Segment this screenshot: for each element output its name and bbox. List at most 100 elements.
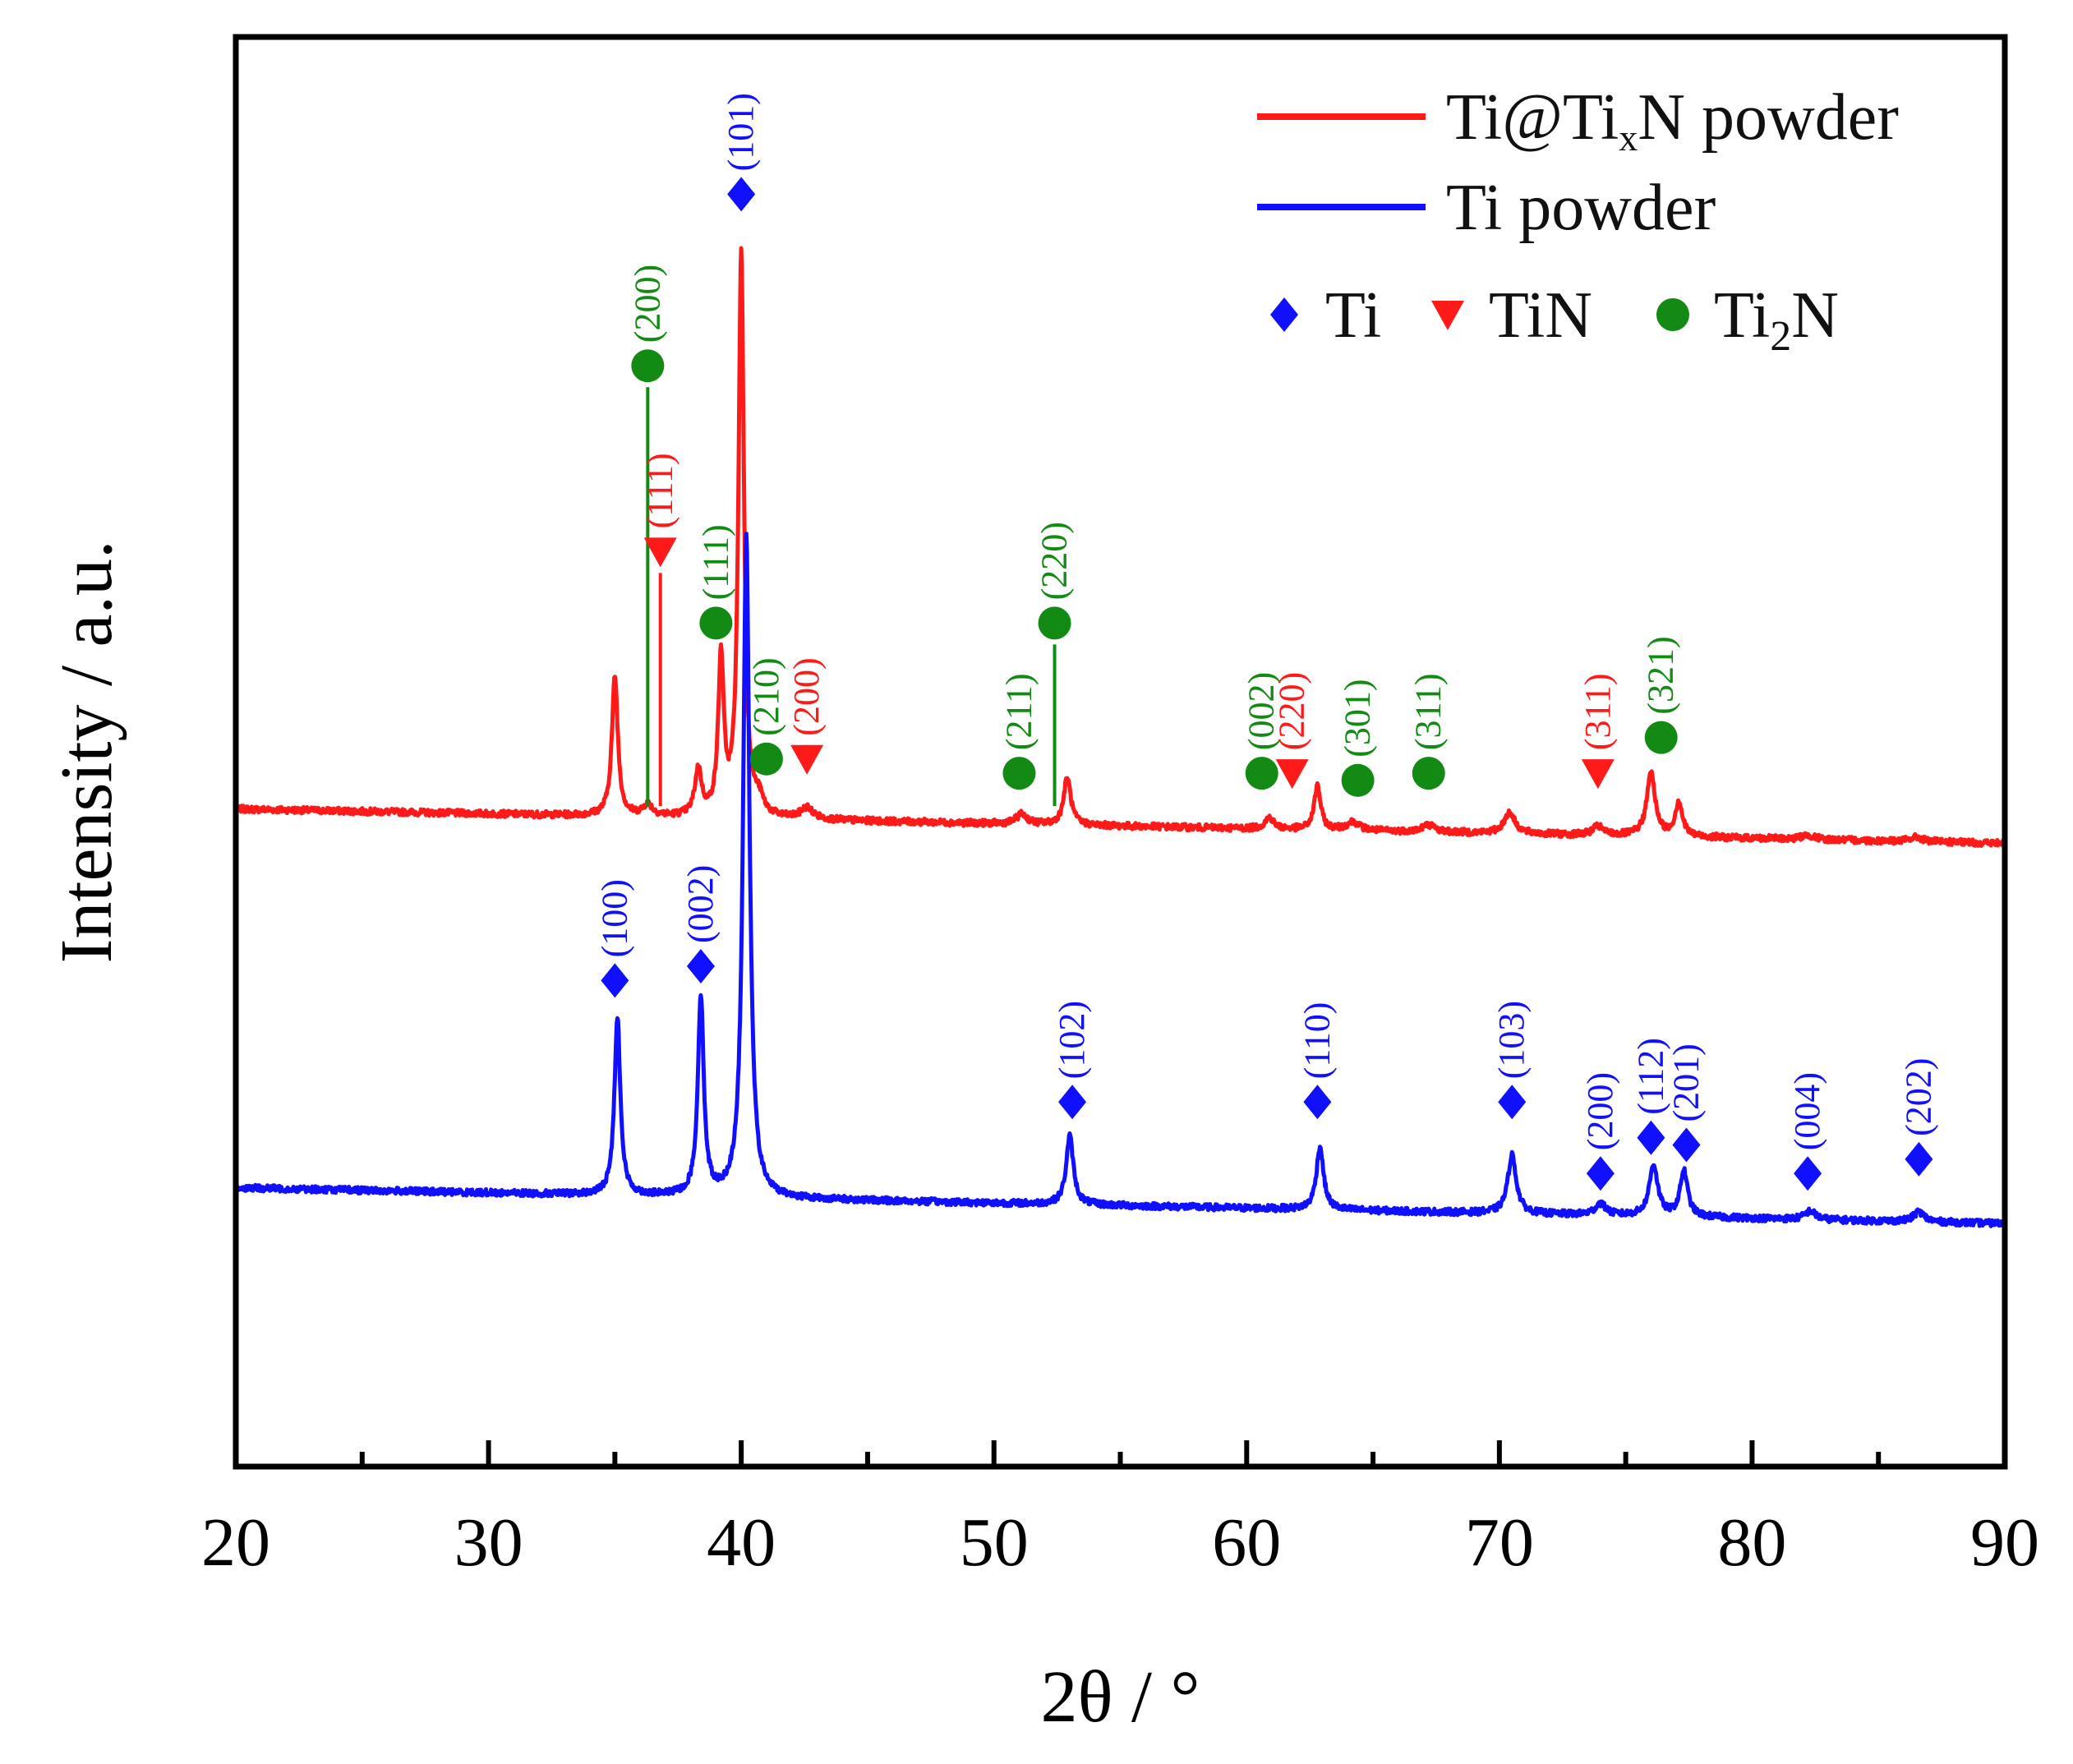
tin-triangle-icon	[643, 537, 677, 568]
ti-diamond-icon	[1498, 1085, 1527, 1120]
peak-annotation-ti2n-002: (002)	[1241, 672, 1282, 790]
peak-annotation-ti2n-311: (311)	[1408, 673, 1449, 790]
peak-annotation-ti2n-200: (200)	[627, 265, 667, 807]
tin-triangle-icon	[1581, 759, 1615, 790]
x-axis-title: 2θ / °	[1040, 1656, 1200, 1738]
ti2n-circle-icon	[1002, 757, 1036, 790]
legend-phase-label-tin: TiN	[1489, 279, 1592, 352]
peak-hkl-label: (311)	[1578, 673, 1618, 750]
x-tick-label: 70	[1465, 1504, 1534, 1581]
peak-hkl-label: (200)	[1580, 1072, 1620, 1150]
series-line-ti-powder	[233, 532, 2007, 1228]
ti-diamond-icon	[686, 949, 715, 983]
peak-hkl-label: (201)	[1665, 1043, 1706, 1121]
legend-tin-triangle-icon	[1431, 301, 1464, 330]
peak-hkl-label: (002)	[680, 865, 721, 943]
legend-ti-diamond-icon	[1270, 297, 1298, 332]
peak-annotation-ti-004: (004)	[1787, 1072, 1827, 1191]
x-tick-label: 80	[1717, 1504, 1786, 1581]
peak-hkl-label: (321)	[1641, 636, 1681, 714]
peak-hkl-label: (210)	[746, 657, 786, 735]
ti2n-circle-icon	[1245, 757, 1278, 790]
legend-label-end: N powder	[1638, 81, 1899, 154]
peak-annotation-ti-201: (201)	[1665, 1043, 1706, 1163]
x-tick-label: 20	[201, 1504, 270, 1581]
legend-label-ti-powder: Ti powder	[1446, 172, 1716, 244]
plot-frame	[233, 34, 2008, 1470]
ti-diamond-icon	[1303, 1085, 1332, 1120]
peak-annotation-tin-220: (220)	[1272, 672, 1312, 790]
legend-phase-label-ti: Ti	[1325, 279, 1381, 352]
ti-diamond-icon	[1637, 1120, 1665, 1155]
ti-diamond-icon	[727, 177, 756, 212]
ti2n-circle-icon	[1412, 757, 1445, 790]
ti2n-circle-icon	[1341, 763, 1375, 797]
legend-phase-subscript: 2	[1770, 313, 1791, 360]
peak-annotation-ti2n-220: (220)	[1034, 522, 1075, 807]
peak-annotation-ti-200: (200)	[1580, 1072, 1620, 1191]
x-tick-label: 30	[454, 1504, 523, 1581]
legend-ti2n-circle-icon	[1656, 298, 1689, 331]
peak-hkl-label: (301)	[1338, 679, 1378, 757]
peak-annotation-ti-100: (100)	[594, 879, 634, 998]
peak-hkl-label: (220)	[1272, 672, 1312, 750]
legend-phase-end: N	[1791, 279, 1839, 352]
tin-triangle-icon	[790, 744, 824, 775]
peak-hkl-label: (200)	[627, 265, 667, 343]
peak-hkl-label: (110)	[1297, 1002, 1337, 1080]
peak-annotation-ti2n-211: (211)	[998, 673, 1039, 790]
y-axis-title: Intensity / a.u.	[46, 541, 127, 964]
peak-annotation-ti-101: (101)	[721, 93, 761, 212]
peak-hkl-label: (202)	[1898, 1058, 1938, 1136]
peak-hkl-label: (111)	[695, 524, 735, 600]
tin-triangle-icon	[1275, 759, 1309, 790]
peak-hkl-label: (220)	[1034, 522, 1075, 600]
peak-annotation-ti-202: (202)	[1898, 1058, 1938, 1177]
series-line-tixn-powder	[233, 246, 2006, 848]
ti-diamond-icon	[1586, 1156, 1615, 1191]
legend-phase-label-ti2n: Ti2N	[1714, 279, 1839, 360]
peak-annotation-ti2n-210: (210)	[746, 657, 786, 776]
ti-diamond-icon	[601, 963, 629, 998]
peak-hkl-label: (101)	[721, 93, 761, 171]
peak-annotation-ti2n-301: (301)	[1338, 679, 1378, 797]
ti2n-circle-icon	[749, 742, 783, 776]
peak-annotation-ti-002: (002)	[680, 865, 721, 983]
peak-annotation-ti-110: (110)	[1297, 1002, 1337, 1120]
peak-hkl-label: (100)	[594, 879, 634, 957]
peak-annotation-ti2n-111: (111)	[695, 524, 735, 640]
peak-annotation-tin-311: (311)	[1578, 673, 1618, 790]
peak-hkl-label: (111)	[640, 453, 680, 528]
peak-hkl-label: (103)	[1491, 1001, 1532, 1079]
ti2n-circle-icon	[1038, 606, 1071, 640]
legend-phase-main: Ti	[1714, 279, 1770, 352]
peak-hkl-label: (102)	[1052, 1001, 1092, 1079]
legend-label-subscript: x	[1619, 117, 1638, 159]
ti-diamond-icon	[1905, 1141, 1933, 1177]
peak-annotation-tin-111: (111)	[640, 453, 680, 807]
peak-annotation-tin-200: (200)	[786, 657, 827, 775]
peak-hkl-label: (211)	[998, 673, 1039, 750]
peak-hkl-label: (112)	[1630, 1038, 1670, 1115]
x-tick-label: 90	[1970, 1504, 2039, 1581]
ti-diamond-icon	[1058, 1085, 1087, 1120]
legend-label-main: Ti@Ti	[1446, 81, 1619, 154]
ti-diamond-icon	[1672, 1127, 1701, 1163]
peak-annotation-ti-102: (102)	[1052, 1001, 1092, 1120]
x-tick-label: 60	[1212, 1504, 1281, 1581]
peak-hkl-label: (311)	[1408, 673, 1449, 750]
peak-annotation-ti-103: (103)	[1491, 1001, 1532, 1120]
x-tick-label: 40	[707, 1504, 776, 1581]
x-tick-label: 50	[960, 1504, 1029, 1581]
ti2n-circle-icon	[631, 349, 665, 383]
peak-annotation-ti2n-321: (321)	[1641, 636, 1681, 754]
peak-hkl-label: (200)	[786, 657, 827, 735]
peak-hkl-label: (004)	[1787, 1072, 1827, 1150]
ti2n-circle-icon	[1644, 721, 1678, 754]
peak-annotation-ti-112: (112)	[1630, 1038, 1670, 1155]
ti-diamond-icon	[1794, 1156, 1822, 1191]
ti2n-circle-icon	[699, 606, 733, 640]
peak-hkl-label: (002)	[1241, 672, 1282, 750]
